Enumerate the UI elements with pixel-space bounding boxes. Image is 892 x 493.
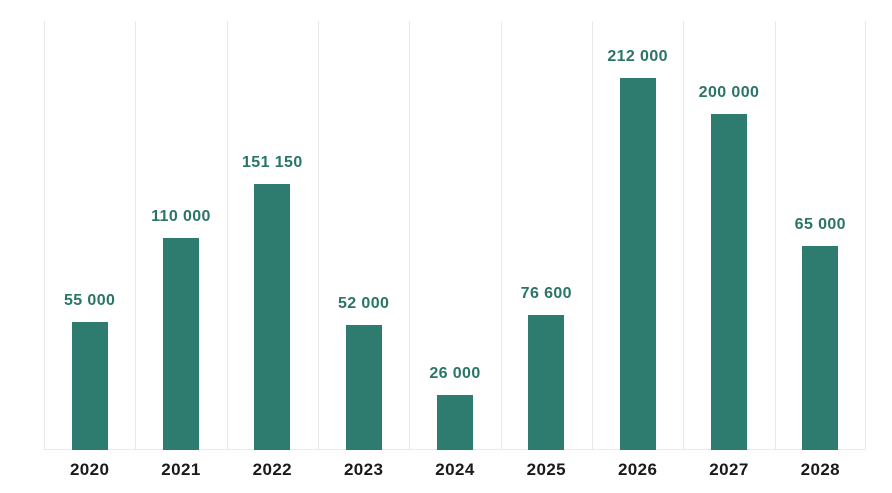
gridline <box>44 21 45 450</box>
bar-value-label: 110 000 <box>151 208 211 225</box>
bar-column: 65 000 <box>775 21 866 450</box>
x-axis-label: 2024 <box>435 460 475 479</box>
x-axis-label: 2023 <box>343 460 384 479</box>
x-axis: 2020 2021 2022 2023 2024 2025 2026 2027 2028 <box>44 459 866 483</box>
gridline <box>500 21 502 450</box>
gridline <box>409 21 411 450</box>
x-axis-label: 2021 <box>161 460 201 479</box>
gridline <box>865 21 866 450</box>
x-axis-label: 2020 <box>69 460 110 479</box>
bar-column: 212 000 <box>592 21 683 450</box>
bar <box>162 238 199 450</box>
gridline <box>135 21 137 450</box>
bar-column: 110 000 <box>135 21 226 450</box>
x-axis-label: 2026 <box>617 460 658 479</box>
bar-value-label: 55 000 <box>63 292 116 309</box>
bar <box>802 246 839 450</box>
bar-column: 151 150 <box>227 21 318 450</box>
gridline <box>591 21 593 450</box>
bar-column: 26 000 <box>409 21 500 450</box>
bar-column: 200 000 <box>683 21 774 450</box>
x-axis-label: 2028 <box>800 460 841 479</box>
bar <box>710 114 747 450</box>
gridline <box>683 21 685 450</box>
bar-column: 55 000 <box>44 21 135 450</box>
plot-area: 55 000 110 000 151 150 52 000 26 000 76 600 21… <box>44 21 866 450</box>
bar <box>619 78 656 450</box>
gridline <box>226 21 228 450</box>
bar-value-label: 65 000 <box>794 216 846 233</box>
bar-value-label: 212 000 <box>607 48 668 65</box>
bar-column: 52 000 <box>318 21 409 450</box>
bar <box>71 322 108 450</box>
gridline <box>774 21 776 450</box>
gridline <box>317 21 319 450</box>
bar <box>345 325 382 450</box>
x-axis-label: 2027 <box>709 460 749 479</box>
bar-value-label: 76 600 <box>520 285 572 302</box>
bar-value-label: 52 000 <box>337 295 390 312</box>
bar <box>436 395 473 450</box>
bar-value-label: 200 000 <box>698 84 760 101</box>
bar-column: 76 600 <box>501 21 592 450</box>
bar-value-label: 26 000 <box>429 365 481 382</box>
bar-value-label: 151 150 <box>241 154 303 171</box>
x-axis-label: 2025 <box>526 460 567 479</box>
bar <box>528 315 565 450</box>
x-axis-label: 2022 <box>252 460 293 479</box>
bar <box>254 184 291 450</box>
